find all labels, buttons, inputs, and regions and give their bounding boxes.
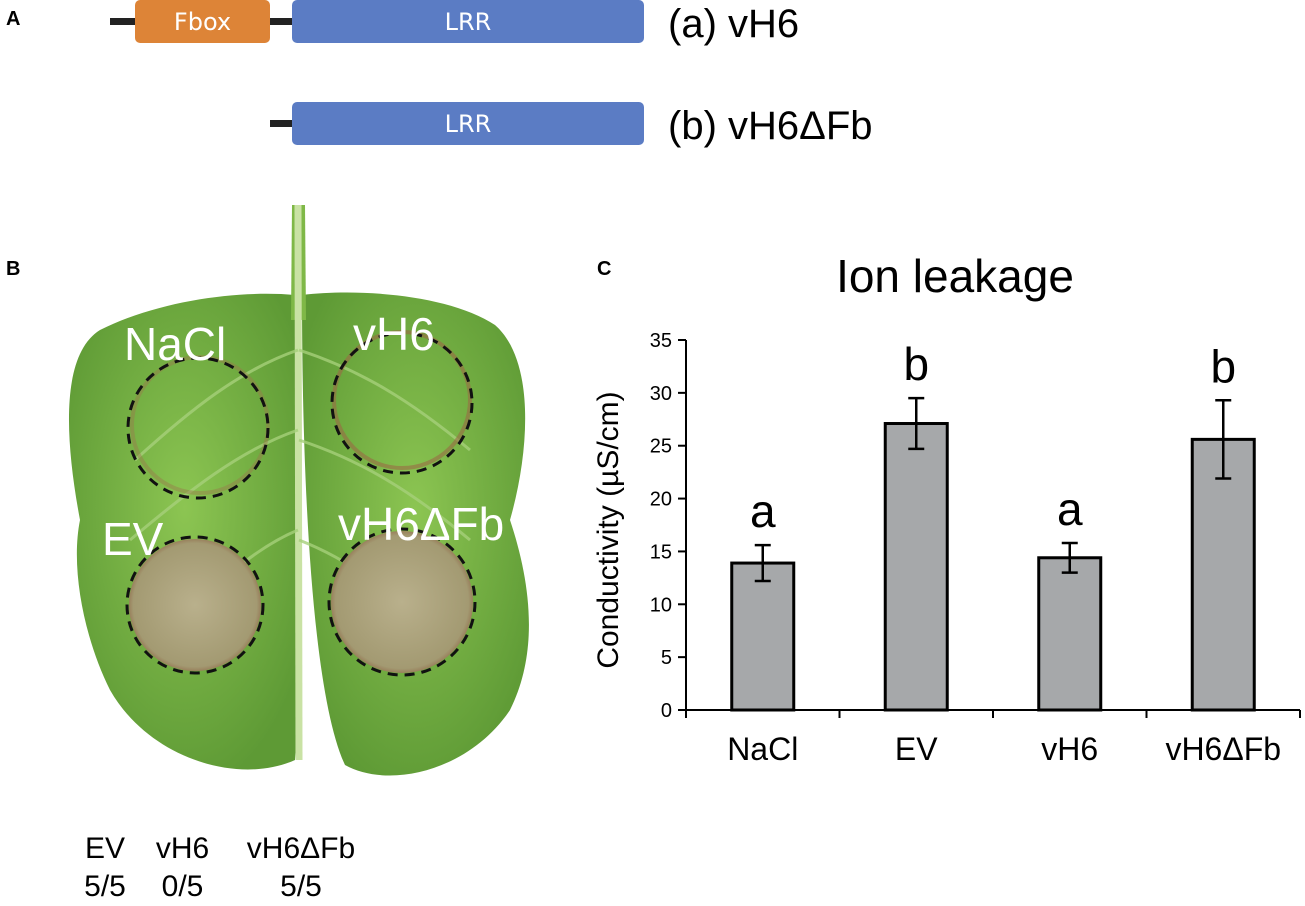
x-tick-label-0: NaCl <box>727 731 798 767</box>
count-vh6-name: vH6 <box>155 832 210 865</box>
ion-leakage-chart: Ion leakage Conductivity (µS/cm) 0 5 10 15 2… <box>592 250 1301 767</box>
spot-label-nacl: NaCl <box>124 318 226 370</box>
spot-circle-ev <box>125 535 265 675</box>
lrr-domain-a: LRR <box>292 0 644 43</box>
bar-0 <box>730 561 796 712</box>
x-tick-label-1: EV <box>895 731 938 767</box>
panel-letter-a: A <box>6 8 21 30</box>
spot-circle-vh6 <box>330 331 474 475</box>
panel-letter-c: C <box>597 258 612 280</box>
y-tick-label: 35 <box>650 330 672 352</box>
spot-circle-nacl <box>126 356 270 500</box>
count-ev-name: EV <box>84 832 126 865</box>
lesion-ev <box>129 539 261 671</box>
spot-circle-vh6dfb <box>327 527 477 677</box>
panel-letter-b: B <box>6 258 21 280</box>
y-tick-label: 0 <box>661 700 672 722</box>
count-ev-ratio: 5/5 <box>84 870 126 903</box>
y-tick-label: 15 <box>650 541 672 563</box>
count-vh6-ratio: 0/5 <box>161 870 204 903</box>
count-vh6: vH6 0/5 <box>145 830 220 906</box>
bar-2 <box>1037 556 1103 712</box>
construct-label-a: (a) vH6 <box>668 2 800 46</box>
count-vh6dfb-name: vH6ΔFb <box>246 832 356 865</box>
spot-label-vh6dfb: vH6ΔFb <box>338 498 504 550</box>
y-tick-label: 30 <box>650 383 672 405</box>
spot-label-ev: EV <box>102 513 164 565</box>
chart-bars: a NaCl b EV a vH6 b vH6ΔFb <box>727 338 1281 767</box>
count-vh6dfb-ratio: 5/5 <box>280 870 322 903</box>
construct-label-b: (b) vH6ΔFb <box>668 104 873 148</box>
linker-a-mid <box>270 18 292 25</box>
y-tick-label: 20 <box>650 489 672 511</box>
y-tick-label: 10 <box>650 594 672 616</box>
y-axis-label: Conductivity (µS/cm) <box>592 391 625 668</box>
bar-3 <box>1190 437 1256 712</box>
fbox-domain: Fbox <box>135 0 270 43</box>
linker-a-n <box>110 18 135 25</box>
significance-label-3: b <box>1210 340 1236 392</box>
y-tick-label: 25 <box>650 436 672 458</box>
bar-1 <box>883 422 949 712</box>
spot-label-vh6: vH6 <box>353 308 435 360</box>
significance-label-2: a <box>1057 483 1083 535</box>
x-tick-label-3: vH6ΔFb <box>1165 731 1281 767</box>
count-vh6dfb: vH6ΔFb 5/5 <box>236 830 366 906</box>
y-tick-label: 5 <box>661 647 672 669</box>
linker-b-n <box>270 120 292 127</box>
lesion-vh6dfb <box>331 531 473 673</box>
lrr-domain-b: LRR <box>292 102 644 145</box>
significance-label-1: b <box>903 338 929 390</box>
count-ev: EV 5/5 <box>70 830 140 906</box>
x-tick-label-2: vH6 <box>1041 731 1098 767</box>
chart-title: Ion leakage <box>836 250 1074 302</box>
significance-label-0: a <box>750 485 776 537</box>
leaf-image: NaCl vH6 EV vH6ΔFb <box>68 204 529 776</box>
